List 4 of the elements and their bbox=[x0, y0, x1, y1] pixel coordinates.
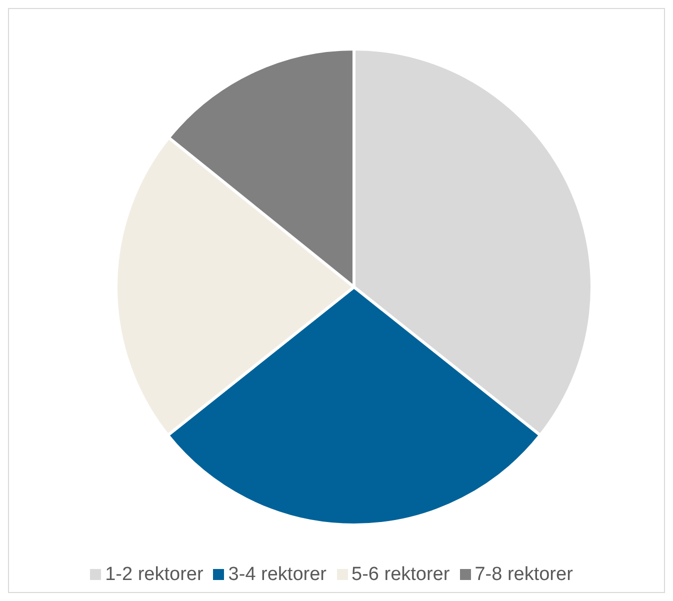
legend-label: 5-6 rektorer bbox=[352, 564, 450, 585]
legend-label: 7-8 rektorer bbox=[474, 564, 573, 585]
legend-label: 3-4 rektorer bbox=[228, 564, 326, 585]
legend-label: 1-2 rektorer bbox=[105, 564, 204, 585]
